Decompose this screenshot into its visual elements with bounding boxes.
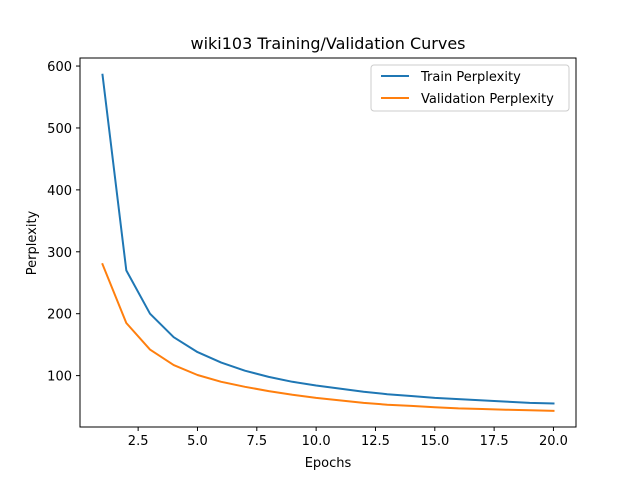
legend: Train Perplexity Validation Perplexity [370,64,570,112]
x-tick-label: 12.5 [361,434,390,449]
y-tick-label: 400 [47,184,72,199]
y-tick-label: 100 [47,370,72,385]
series-layer [101,73,555,412]
plot-frame [79,57,577,428]
x-tick-label: 7.5 [246,434,267,449]
legend-label-validation: Validation Perplexity [421,92,554,107]
legend-frame [370,64,570,112]
x-tick-label: 15.0 [420,434,449,449]
x-tick-label: 5.0 [187,434,208,449]
legend-label-train: Train Perplexity [420,70,521,85]
y-axis: 100 200 300 400 500 600 [47,60,80,385]
x-tick-label: 2.5 [128,434,149,449]
chart-title: wiki103 Training/Validation Curves [190,34,465,53]
y-tick-label: 300 [47,246,72,261]
x-axis: 2.5 5.0 7.5 10.0 12.5 15.0 17.5 20.0 [128,427,568,449]
validation-perplexity-line [101,262,555,412]
y-axis-label: Perplexity [25,210,40,275]
x-tick-label: 20.0 [539,434,568,449]
train-perplexity-line [101,73,555,405]
x-axis-label: Epochs [305,456,352,471]
plot-area [79,57,577,428]
y-tick-label: 500 [47,122,72,137]
y-tick-label: 200 [47,308,72,323]
y-tick-label: 600 [47,60,72,75]
x-tick-label: 17.5 [480,434,509,449]
x-tick-label: 10.0 [302,434,331,449]
